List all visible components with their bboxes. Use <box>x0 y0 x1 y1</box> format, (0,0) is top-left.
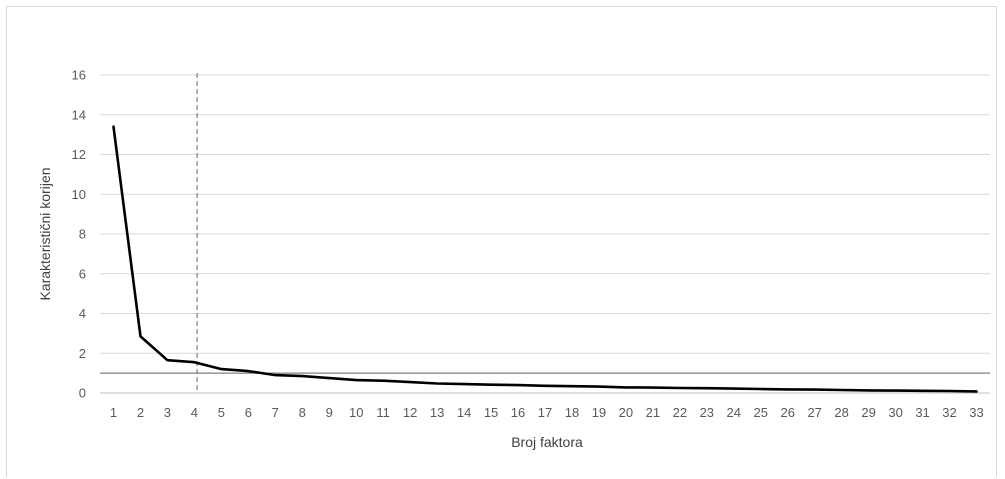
x-tick-label: 23 <box>700 405 714 420</box>
x-tick-label: 15 <box>484 405 498 420</box>
y-tick-label: 4 <box>79 306 86 321</box>
x-tick-label: 32 <box>942 405 956 420</box>
x-tick-label: 24 <box>727 405 741 420</box>
x-tick-label: 8 <box>299 405 306 420</box>
x-tick-label: 27 <box>807 405 821 420</box>
x-tick-label: 30 <box>888 405 902 420</box>
series-lines <box>112 125 978 393</box>
x-axis-title: Broj faktora <box>511 434 583 450</box>
x-tick-label: 18 <box>565 405 579 420</box>
x-tick-label: 28 <box>834 405 848 420</box>
x-tick-label: 16 <box>511 405 525 420</box>
x-tick-label: 4 <box>191 405 198 420</box>
x-tick-label: 21 <box>646 405 660 420</box>
x-tick-label: 25 <box>754 405 768 420</box>
x-tick-label: 20 <box>619 405 633 420</box>
x-tick-labels: 1 2 3 4 5 6 7 8 9 10 11 12 13 14 15 16 17 18 19 20 21 22 23 24 2… <box>110 405 984 420</box>
y-tick-label: 0 <box>79 386 86 401</box>
x-tick-label: 5 <box>218 405 225 420</box>
y-tick-label: 2 <box>79 346 86 361</box>
y-tick-labels: 0 2 4 6 8 10 12 14 16 <box>72 68 86 401</box>
x-tick-label: 29 <box>861 405 875 420</box>
x-tick-label: 17 <box>538 405 552 420</box>
x-tick-label: 10 <box>349 405 363 420</box>
y-tick-label: 10 <box>72 187 86 202</box>
y-tick-label: 8 <box>79 227 86 242</box>
x-tick-label: 14 <box>457 405 471 420</box>
x-tick-label: 13 <box>430 405 444 420</box>
x-tick-label: 3 <box>164 405 171 420</box>
y-axis-title: Karakteristični korijen <box>37 167 53 300</box>
x-tick-label: 12 <box>403 405 417 420</box>
y-tick-label: 6 <box>79 266 86 281</box>
x-tick-label: 19 <box>592 405 606 420</box>
x-tick-label: 1 <box>110 405 117 420</box>
x-tick-label: 6 <box>245 405 252 420</box>
x-tick-label: 31 <box>915 405 929 420</box>
series-line-0 <box>112 125 978 393</box>
y-tick-label: 14 <box>72 107 86 122</box>
x-tick-label: 22 <box>673 405 687 420</box>
x-tick-label: 26 <box>780 405 794 420</box>
x-tick-label: 2 <box>137 405 144 420</box>
y-tick-label: 16 <box>72 68 86 83</box>
gridlines <box>100 74 990 394</box>
x-tick-label: 7 <box>272 405 279 420</box>
x-tick-label: 11 <box>376 405 390 420</box>
x-tick-label: 33 <box>969 405 983 420</box>
y-tick-label: 12 <box>72 147 86 162</box>
x-tick-label: 9 <box>326 405 333 420</box>
chart-frame <box>6 6 997 477</box>
